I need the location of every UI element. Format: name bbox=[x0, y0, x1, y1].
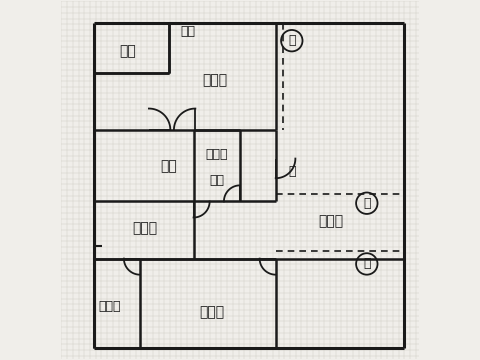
Text: 機械室: 機械室 bbox=[203, 73, 228, 87]
Text: 消: 消 bbox=[363, 257, 371, 270]
Text: 事務室: 事務室 bbox=[133, 221, 158, 235]
Text: 倉庫: 倉庫 bbox=[119, 44, 136, 58]
Text: 階段: 階段 bbox=[209, 174, 224, 186]
Text: 消: 消 bbox=[363, 197, 371, 210]
Text: 管理室: 管理室 bbox=[205, 148, 228, 162]
Text: 蒸電室: 蒸電室 bbox=[98, 300, 121, 313]
Text: 押入: 押入 bbox=[180, 25, 196, 38]
Text: リネ室: リネ室 bbox=[199, 305, 224, 319]
Text: 変: 変 bbox=[288, 165, 296, 177]
Text: 消: 消 bbox=[288, 34, 296, 47]
Text: 廀下: 廀下 bbox=[160, 159, 177, 173]
Text: 変電室: 変電室 bbox=[319, 214, 344, 228]
